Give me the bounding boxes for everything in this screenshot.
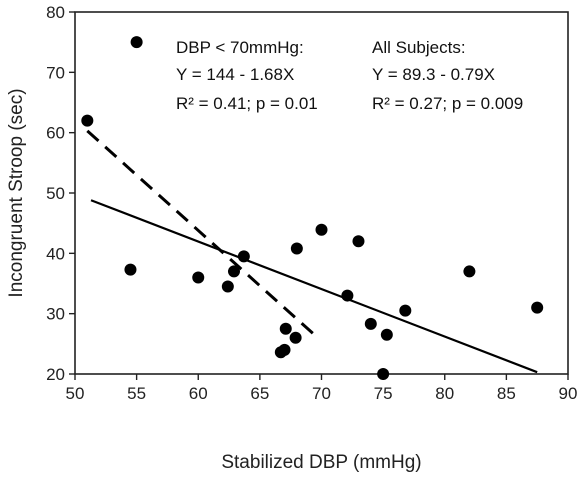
data-point [341,289,354,302]
data-point [380,328,393,341]
data-point [221,280,234,293]
regression-line-subset [86,129,319,339]
x-tick-label: 90 [559,384,577,403]
x-tick-label: 65 [250,384,269,403]
annotation-subset-header: DBP < 70mmHg: [176,38,304,57]
y-axis-title: Incongruent Stroop (sec) [6,88,27,297]
fit-lines [86,129,538,374]
y-axis: 20 30 40 50 60 70 80 [46,3,75,384]
x-axis-title: Stabilized DBP (mmHg) [221,452,421,473]
data-point [352,235,365,248]
x-tick-label: 50 [66,384,85,403]
annotation-subset-equation: Y = 144 - 1.68X [176,65,294,84]
data-point [377,368,390,380]
annotation-all-stats: R² = 0.27; p = 0.009 [372,94,523,113]
x-tick-label: 85 [497,384,516,403]
y-tick-label: 70 [46,63,65,82]
x-tick-label: 55 [127,384,146,403]
y-tick-label: 40 [46,244,65,263]
data-point [315,223,328,236]
data-point [531,301,544,314]
data-point [289,331,302,344]
data-point [130,36,143,49]
x-tick-label: 60 [189,384,208,403]
data-point [364,317,377,330]
x-tick-label: 75 [374,384,393,403]
data-point [227,265,240,278]
annotation-subset-stats: R² = 0.41; p = 0.01 [176,94,318,113]
x-tick-label: 80 [435,384,454,403]
regression-line-all [90,199,538,374]
y-tick-label: 20 [46,365,65,384]
x-tick-label: 70 [312,384,331,403]
data-point [399,304,412,317]
x-axis: 50 55 60 65 70 75 80 85 90 [66,374,577,403]
data-point [81,114,94,127]
annotation-all-equation: Y = 89.3 - 0.79X [372,65,495,84]
data-point [237,250,250,263]
data-point [278,343,291,356]
annotation-all-header: All Subjects: [372,38,466,57]
y-tick-label: 30 [46,305,65,324]
y-tick-label: 50 [46,184,65,203]
data-point [290,242,303,255]
data-point [124,263,137,276]
data-point [192,271,205,284]
data-points [81,36,544,380]
y-tick-label: 60 [46,124,65,143]
data-point [279,322,292,335]
data-point [463,265,476,278]
y-tick-label: 80 [46,3,65,22]
